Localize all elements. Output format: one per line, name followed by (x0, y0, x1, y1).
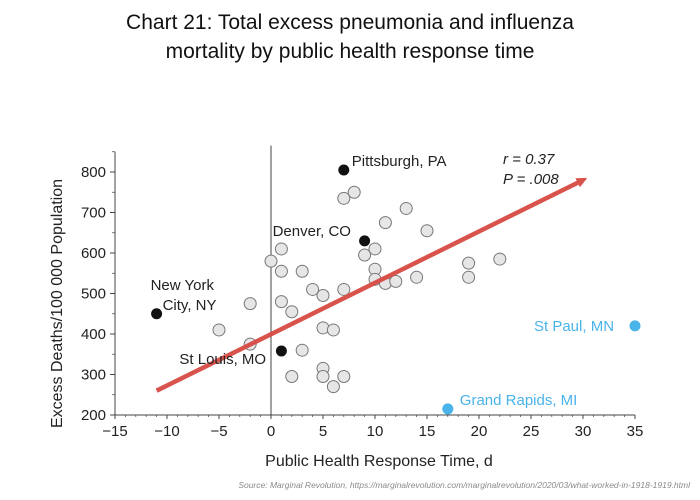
highlighted-point (359, 235, 371, 247)
city-label-st-paul: St Paul, MN (534, 318, 614, 335)
city-label-new-york-line1: New York (151, 277, 215, 294)
data-point (337, 282, 351, 296)
y-tick-label: 400 (81, 326, 106, 343)
data-point (316, 289, 330, 303)
data-point (285, 305, 299, 319)
x-tick-label: −15 (102, 423, 127, 440)
x-tick-label: 25 (523, 423, 540, 440)
data-point (368, 242, 382, 256)
city-label-grand-rapids: Grand Rapids, MI (460, 392, 578, 409)
data-point (316, 321, 330, 335)
y-tick-label: 200 (81, 407, 106, 424)
data-point (326, 380, 340, 394)
data-point (306, 282, 320, 296)
x-tick-label: 15 (419, 423, 436, 440)
data-point (410, 270, 424, 284)
data-point (295, 264, 309, 278)
data-point (347, 185, 361, 199)
y-tick-label: 800 (81, 164, 106, 181)
city-label-pittsburgh: Pittsburgh, PA (352, 153, 447, 170)
data-point (337, 370, 351, 384)
data-point (493, 252, 507, 266)
data-point (462, 256, 476, 270)
stat-r: r = 0.37 (503, 151, 555, 168)
y-axis-title: Excess Deaths/100 000 Population (49, 179, 66, 428)
y-tick-label: 600 (81, 245, 106, 262)
x-tick-label: 30 (575, 423, 592, 440)
x-tick-label: 20 (471, 423, 488, 440)
data-point (274, 295, 288, 309)
outlier-point (629, 320, 641, 332)
outlier-point (442, 403, 454, 415)
y-tick-label: 500 (81, 286, 106, 303)
data-point (285, 370, 299, 384)
x-tick-label: −5 (210, 423, 227, 440)
city-label-denver: Denver, CO (273, 223, 351, 240)
highlighted-point (151, 308, 163, 320)
data-point (358, 248, 372, 262)
data-point (420, 224, 434, 238)
data-point (337, 191, 351, 205)
x-tick-label: 35 (627, 423, 644, 440)
data-point (274, 242, 288, 256)
y-tick-label: 300 (81, 367, 106, 384)
data-point (399, 201, 413, 215)
data-point (274, 264, 288, 278)
chart-title: Chart 21: Total excess pneumonia and inf… (0, 8, 700, 66)
source-note: Source: Marginal Revolution, https://mar… (238, 480, 690, 490)
x-tick-label: 0 (267, 423, 275, 440)
data-point (212, 323, 226, 337)
data-point (264, 254, 278, 268)
stat-p: P = .008 (503, 171, 559, 188)
chart-title-line-1: Chart 21: Total excess pneumonia and inf… (126, 11, 574, 34)
y-tick-label: 700 (81, 205, 106, 222)
data-point (243, 297, 257, 311)
x-axis-title: Public Health Response Time, d (265, 453, 493, 470)
city-label-new-york-line2: City, NY (163, 297, 217, 314)
x-tick-label: −10 (154, 423, 179, 440)
data-point (389, 274, 403, 288)
city-label-st-louis: St Louis, MO (179, 351, 266, 368)
trend-arrow (155, 180, 583, 393)
highlighted-point (275, 345, 287, 357)
highlighted-point (338, 164, 350, 176)
data-point (316, 370, 330, 384)
chart-title-line-2: mortality by public health response time (165, 40, 535, 63)
x-tick-label: 10 (367, 423, 384, 440)
data-point (295, 343, 309, 357)
data-point (326, 323, 340, 337)
data-point (462, 270, 476, 284)
data-point (378, 216, 392, 230)
x-tick-label: 5 (319, 423, 327, 440)
